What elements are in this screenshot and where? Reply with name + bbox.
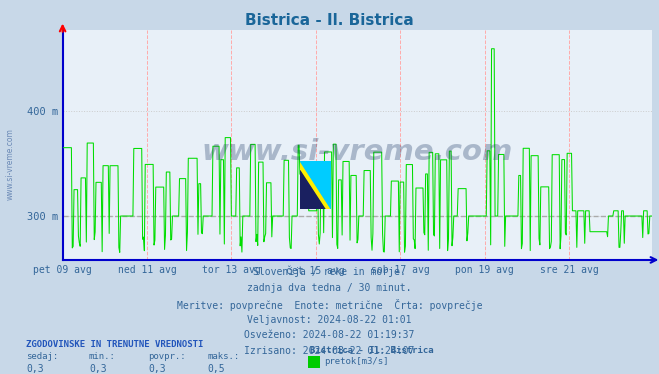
Text: zadnja dva tedna / 30 minut.: zadnja dva tedna / 30 minut. [247,283,412,293]
Text: Meritve: povprečne  Enote: metrične  Črta: povprečje: Meritve: povprečne Enote: metrične Črta:… [177,299,482,311]
Text: maks.:: maks.: [208,352,240,361]
Text: www.si-vreme.com: www.si-vreme.com [202,138,513,166]
Text: Slovenija / reke in morje.: Slovenija / reke in morje. [253,267,406,278]
Polygon shape [300,171,325,209]
Text: pretok[m3/s]: pretok[m3/s] [324,357,389,366]
Text: Izrisano: 2024-08-22 01:24:07: Izrisano: 2024-08-22 01:24:07 [244,346,415,356]
Text: www.si-vreme.com: www.si-vreme.com [5,129,14,200]
Polygon shape [300,161,331,209]
Text: ZGODOVINSKE IN TRENUTNE VREDNOSTI: ZGODOVINSKE IN TRENUTNE VREDNOSTI [26,340,204,349]
Text: 0,3: 0,3 [26,364,44,374]
Text: sedaj:: sedaj: [26,352,59,361]
Polygon shape [300,161,331,209]
Text: Bistrica - Il. Bistrica: Bistrica - Il. Bistrica [245,13,414,28]
Text: min.:: min.: [89,352,116,361]
Text: Bistrica - Il. Bistrica: Bistrica - Il. Bistrica [310,346,434,355]
Text: 0,3: 0,3 [89,364,107,374]
Text: povpr.:: povpr.: [148,352,186,361]
Text: Veljavnost: 2024-08-22 01:01: Veljavnost: 2024-08-22 01:01 [247,315,412,325]
Text: 0,5: 0,5 [208,364,225,374]
Text: Osveženo: 2024-08-22 01:19:37: Osveženo: 2024-08-22 01:19:37 [244,330,415,340]
Text: 0,3: 0,3 [148,364,166,374]
